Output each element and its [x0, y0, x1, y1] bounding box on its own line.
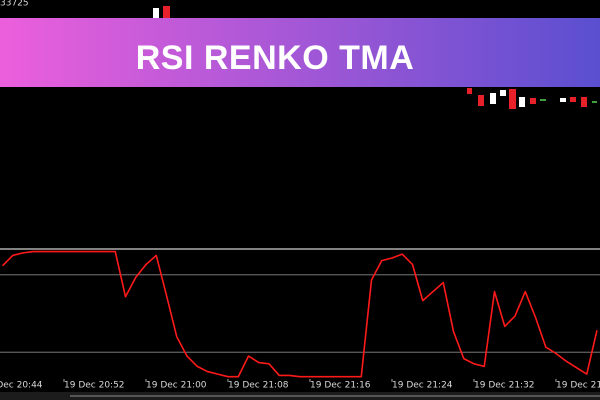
x-tick-label: 19 Dec 21:32: [474, 381, 535, 391]
x-tick-label: 19 Dec 21:40: [556, 381, 600, 391]
x-tick-label: 19 Dec 20:52: [64, 381, 125, 391]
x-tick-label: 19 Dec 21:08: [228, 381, 289, 391]
rsi-line: [1, 250, 598, 378]
candles: [153, 6, 597, 109]
price-label: 33725: [0, 0, 29, 9]
x-tick-label: 19 Dec 21:16: [310, 381, 371, 391]
x-tick-label: 19 Dec 20:44: [0, 381, 43, 391]
banner: [0, 18, 600, 87]
x-tick-label: 19 Dec 21:00: [146, 381, 207, 391]
chart-title: RSI RENKO TMA: [136, 39, 415, 77]
x-tick-label: 19 Dec 21:24: [392, 381, 453, 391]
